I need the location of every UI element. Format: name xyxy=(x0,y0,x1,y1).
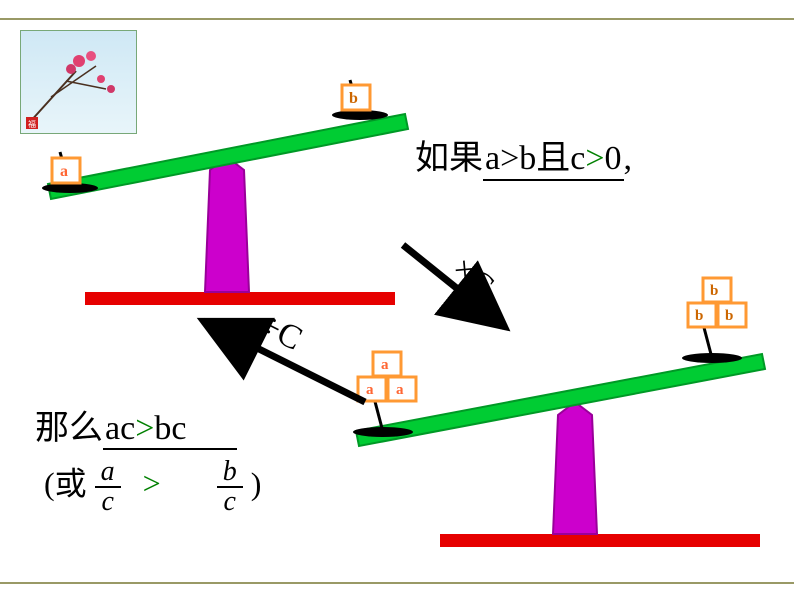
svg-text:b: b xyxy=(710,283,718,299)
if-text: 如果 a>b且c>0 , xyxy=(415,130,632,181)
svg-text:a: a xyxy=(381,357,389,373)
then-text: 那么ac>bc xyxy=(35,400,237,450)
if-label: 如果 xyxy=(415,140,483,177)
or-text: (或 a c > b c ) xyxy=(44,458,261,516)
svg-text:a: a xyxy=(396,382,404,398)
scale-1: a b xyxy=(42,80,408,305)
svg-text:a: a xyxy=(366,382,374,398)
top-rule xyxy=(0,18,794,20)
fraction-b-over-c: b c xyxy=(217,458,243,516)
or-open: (或 xyxy=(44,465,87,501)
fraction-a-over-c: a c xyxy=(95,458,121,516)
svg-text:b: b xyxy=(695,308,703,324)
gt-sign: > xyxy=(129,465,175,501)
or-close: ) xyxy=(251,465,262,501)
svg-text:b: b xyxy=(725,308,733,324)
box-b-label: b xyxy=(349,90,358,107)
arrow-mul-label: ×C xyxy=(445,250,501,305)
bottom-rule xyxy=(0,582,794,584)
then-label: 那么 xyxy=(35,410,103,447)
box-a-label: a xyxy=(60,163,68,180)
scale-2: a a a b b b xyxy=(353,278,765,547)
